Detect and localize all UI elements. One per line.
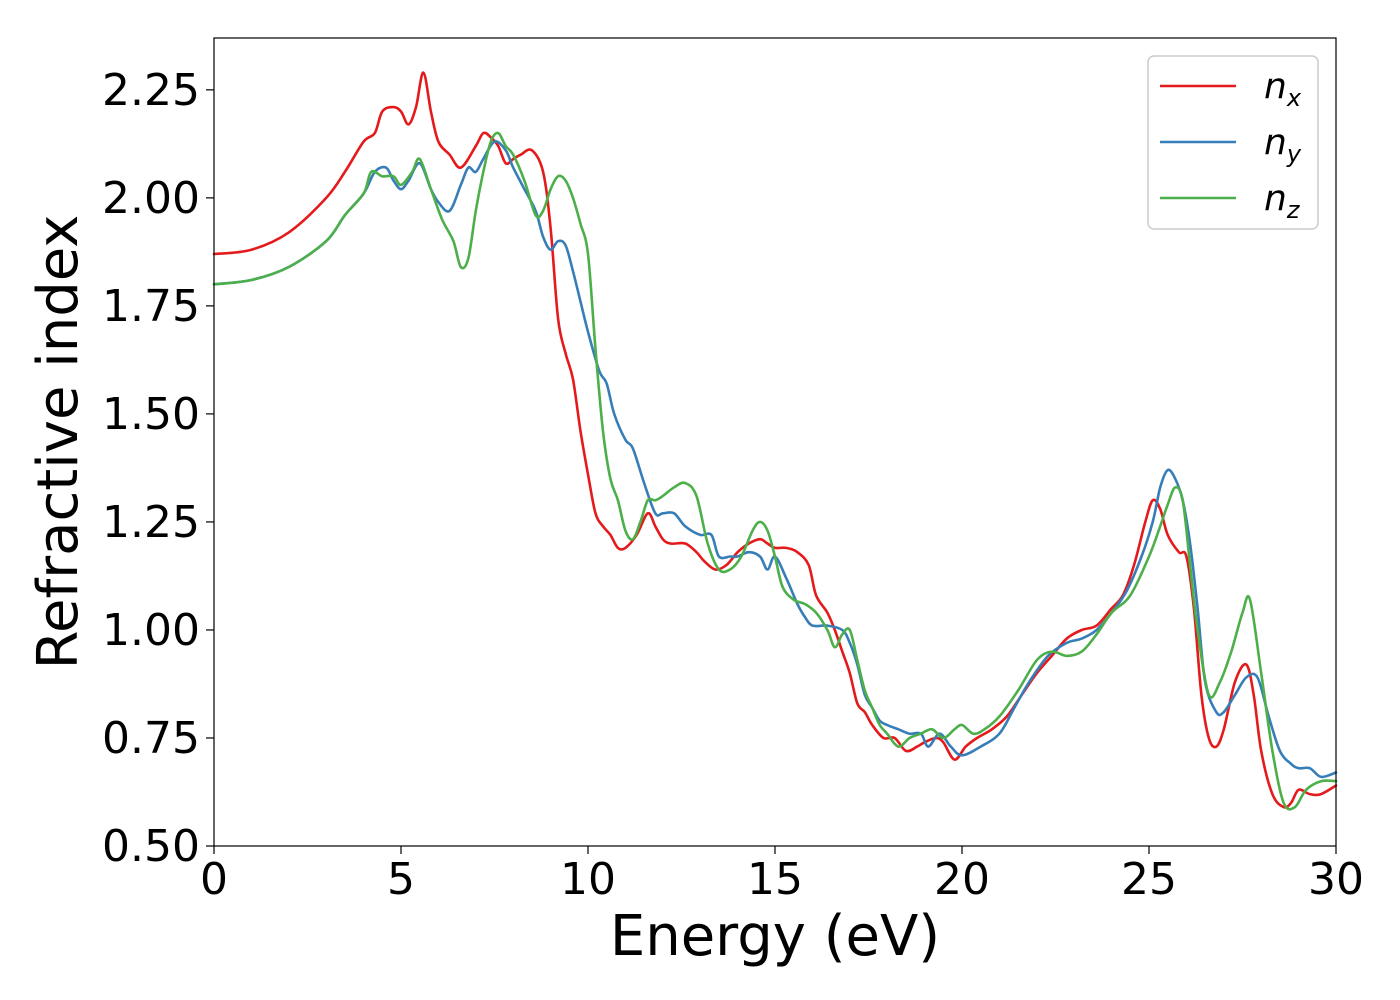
y-tick-label: 1.50: [102, 389, 200, 440]
y-tick-label: 0.75: [102, 713, 200, 764]
y-tick-label: 1.00: [102, 605, 200, 656]
y-axis-label: Refractive index: [26, 215, 91, 670]
x-tick-label: 20: [934, 854, 990, 905]
x-tick-label: 30: [1308, 854, 1364, 905]
y-tick-label: 2.00: [102, 173, 200, 224]
series-line-nz: [212, 131, 1338, 811]
y-axis: 0.50 0.75 1.00 1.25 1.50 1.75 2.00 2.25: [102, 65, 214, 872]
x-axis: 0 5 10 15 20 25 30: [200, 846, 1364, 905]
y-tick-label: 2.25: [102, 65, 200, 116]
y-tick-label: 1.25: [102, 497, 200, 548]
x-tick-label: 10: [560, 854, 616, 905]
y-tick-label: 0.50: [102, 821, 200, 872]
y-tick-label: 1.75: [102, 281, 200, 332]
series-line-ny: [212, 140, 1338, 779]
series-layer: [212, 71, 1338, 811]
x-tick-label: 15: [747, 854, 803, 905]
x-tick-label: 25: [1121, 854, 1177, 905]
x-tick-label: 5: [387, 854, 415, 905]
x-tick-label: 0: [200, 854, 228, 905]
series-line-nx: [212, 71, 1338, 809]
x-axis-label: Energy (eV): [610, 904, 940, 969]
